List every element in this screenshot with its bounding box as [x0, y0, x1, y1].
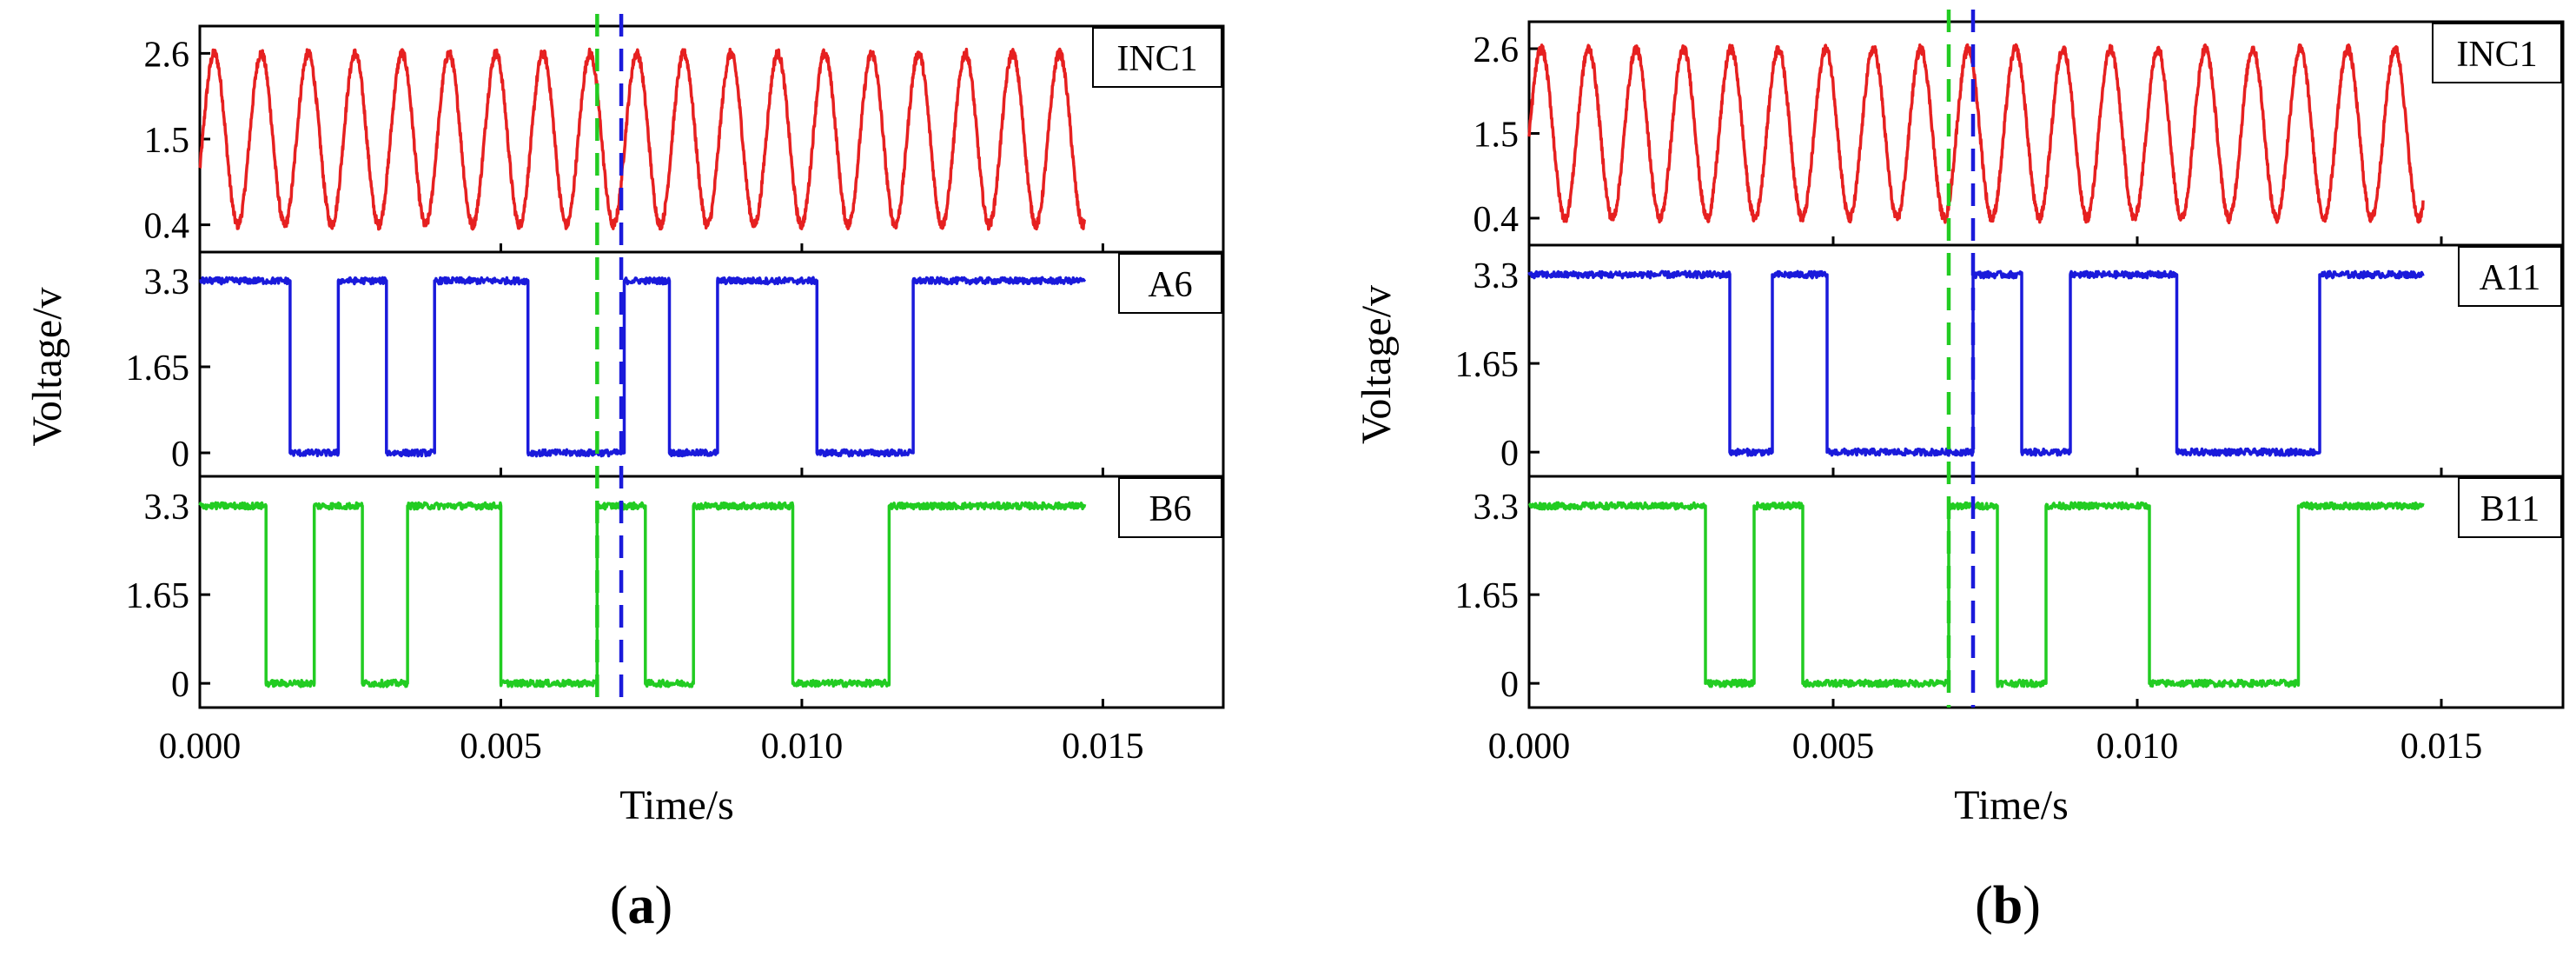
y-tick-label: 0	[171, 435, 189, 475]
y-tick-label: 0.4	[144, 207, 190, 247]
x-tick-label: 0.005	[460, 727, 542, 767]
y-tick-label: 1.5	[144, 121, 190, 161]
panel-label-box	[1092, 27, 1222, 88]
subfigure-caption: (a)	[610, 876, 672, 935]
x-tick-label: 0.010	[761, 727, 844, 767]
y-tick-label: 3.3	[1473, 256, 1520, 296]
caption-close: )	[655, 876, 673, 935]
panel-label-box	[2432, 23, 2562, 83]
y-tick-label: 2.6	[144, 35, 190, 75]
caption-letter: a	[628, 876, 655, 935]
x-tick-label: 0.000	[159, 727, 242, 767]
x-axis-title: Time/s	[619, 782, 734, 828]
y-tick-label: 1.5	[1473, 116, 1520, 156]
trace-b6	[198, 501, 1087, 688]
x-tick-label: 0.010	[2096, 727, 2179, 767]
trace-a11	[1527, 269, 2425, 457]
y-tick-label: 2.6	[1473, 30, 1520, 70]
panel-frame	[198, 250, 1225, 478]
trace-a6	[199, 276, 1087, 458]
y-tick-label: 1.65	[126, 576, 190, 616]
x-tick-label: 0.015	[2401, 727, 2483, 767]
y-axis-title: Voltage/v	[24, 287, 70, 446]
y-tick-label: 3.3	[1473, 488, 1520, 528]
panel-inc1: 0.4 1.5 2.6 INC1	[1473, 20, 2565, 247]
panel-label: INC1	[1116, 39, 1197, 79]
panel-frame	[198, 475, 1225, 709]
y-axis-title: Voltage/v	[1354, 285, 1400, 444]
panel-label: A6	[1148, 265, 1192, 305]
caption-letter: b	[1993, 876, 2023, 935]
panel-label: B11	[2480, 489, 2540, 529]
panel-a6: 0 1.65 3.3 A6	[126, 250, 1225, 478]
caption-open: (	[1975, 876, 1993, 935]
y-tick-label: 0	[1500, 434, 1519, 474]
y-tick-label: 1.65	[1455, 576, 1520, 616]
subfigure-caption: (b)	[1975, 876, 2041, 935]
panel-label-box	[2458, 477, 2562, 538]
y-tick-label: 3.3	[144, 263, 190, 302]
x-tick-label: 0.015	[1062, 727, 1144, 767]
panel-label-box	[1118, 253, 1222, 314]
y-tick-label: 0	[171, 665, 189, 705]
panel-a11: 0 1.65 3.3 A11	[1455, 243, 2565, 478]
y-tick-label: 1.65	[126, 349, 190, 389]
y-tick-label: 0	[1500, 665, 1519, 705]
trace-inc1	[198, 47, 1086, 231]
panel-b11: 0 1.65 3.3 B11	[1455, 475, 2565, 709]
y-tick-label: 1.65	[1455, 345, 1520, 385]
panel-frame	[1527, 475, 2565, 709]
panel-b6: 0 1.65 3.3 B6	[126, 475, 1225, 709]
panel-label: INC1	[2456, 35, 2537, 75]
y-tick-label: 0.4	[1473, 200, 1520, 240]
panel-label: B6	[1149, 489, 1191, 529]
x-axis-title: Time/s	[1954, 782, 2069, 828]
panel-label: A11	[2480, 258, 2541, 298]
panel-label-box	[1118, 477, 1222, 538]
panel-frame	[1527, 243, 2565, 478]
panel-label-box	[2458, 246, 2562, 307]
figure-b: 0.4 1.5 2.6 INC1 0 1.65 3.3 A11 0 1.65 3.3 B11 0.000…	[1354, 10, 2565, 935]
caption-open: (	[610, 876, 628, 935]
x-tick-label: 0.005	[1792, 727, 1875, 767]
figure-a: 0.4 1.5 2.6 INC1 0 1.65 3.3 A6 0 1.65 3.3 B6 0.000 0.…	[24, 14, 1225, 935]
trace-inc1	[1527, 43, 2425, 225]
trace-b11	[1527, 501, 2425, 688]
y-tick-label: 3.3	[144, 488, 190, 528]
caption-close: )	[2023, 876, 2041, 935]
x-tick-label: 0.000	[1488, 727, 1571, 767]
panel-inc1: 0.4 1.5 2.6 INC1	[144, 24, 1225, 254]
